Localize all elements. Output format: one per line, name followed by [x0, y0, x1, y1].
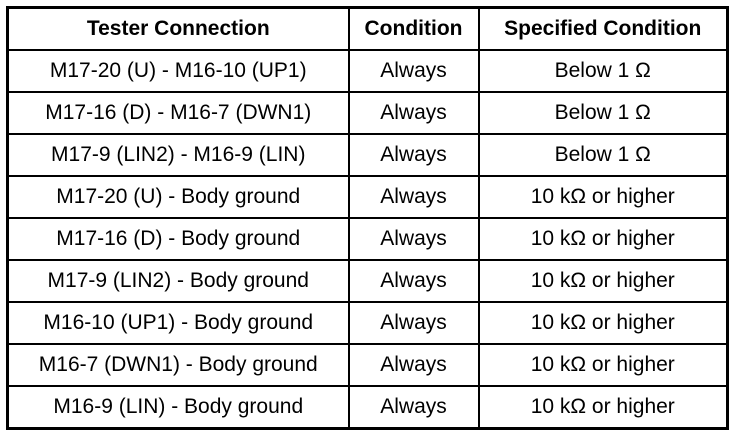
header-specified-condition: Specified Condition — [477, 6, 729, 51]
header-tester-connection: Tester Connection — [6, 6, 350, 51]
condition-cell: Always — [347, 217, 480, 261]
tester-connection-cell: M17-16 (D) - M16-7 (DWN1) — [6, 91, 350, 135]
table-row: M16-9 (LIN) - Body ground Always 10 kΩ or … — [6, 385, 729, 430]
table-row: M17-9 (LIN2) - M16-9 (LIN) Always Below 1 … — [6, 133, 729, 177]
specified-condition-cell: 10 kΩ or higher — [477, 175, 729, 219]
tester-connection-cell: M17-9 (LIN2) - M16-9 (LIN) — [6, 133, 350, 177]
table-row: M16-7 (DWN1) - Body ground Always 10 kΩ or… — [6, 343, 729, 387]
table-row: M17-20 (U) - Body ground Always 10 kΩ or h… — [6, 175, 729, 219]
tester-connection-cell: M16-10 (UP1) - Body ground — [6, 301, 350, 345]
tester-connection-cell: M16-9 (LIN) - Body ground — [6, 385, 350, 430]
specified-condition-cell: 10 kΩ or higher — [477, 301, 729, 345]
specified-condition-cell: Below 1 Ω — [477, 49, 729, 93]
tester-connection-cell: M16-7 (DWN1) - Body ground — [6, 343, 350, 387]
header-condition: Condition — [347, 6, 480, 51]
specified-condition-cell: 10 kΩ or higher — [477, 343, 729, 387]
tester-connection-cell: M17-9 (LIN2) - Body ground — [6, 259, 350, 303]
tester-connection-cell: M17-20 (U) - Body ground — [6, 175, 350, 219]
table-row: M16-10 (UP1) - Body ground Always 10 kΩ or… — [6, 301, 729, 345]
specification-table: Tester Connection Condition Specified Co… — [6, 6, 729, 430]
specified-condition-cell: Below 1 Ω — [477, 91, 729, 135]
specified-condition-cell: 10 kΩ or higher — [477, 385, 729, 430]
table-row: M17-20 (U) - M16-10 (UP1) Always Below 1 Ω — [6, 49, 729, 93]
specified-condition-cell: Below 1 Ω — [477, 133, 729, 177]
condition-cell: Always — [347, 343, 480, 387]
condition-cell: Always — [347, 301, 480, 345]
specified-condition-cell: 10 kΩ or higher — [477, 259, 729, 303]
condition-cell: Always — [347, 49, 480, 93]
tester-connection-cell: M17-16 (D) - Body ground — [6, 217, 350, 261]
table-body: M17-20 (U) - M16-10 (UP1) Always Below 1 Ω… — [6, 49, 729, 430]
specified-condition-cell: 10 kΩ or higher — [477, 217, 729, 261]
condition-cell: Always — [347, 133, 480, 177]
condition-cell: Always — [347, 175, 480, 219]
condition-cell: Always — [347, 259, 480, 303]
table-row: M17-9 (LIN2) - Body ground Always 10 kΩ or… — [6, 259, 729, 303]
condition-cell: Always — [347, 91, 480, 135]
table-row: M17-16 (D) - Body ground Always 10 kΩ or h… — [6, 217, 729, 261]
tester-connection-cell: M17-20 (U) - M16-10 (UP1) — [6, 49, 350, 93]
table-row: M17-16 (D) - M16-7 (DWN1) Always Below 1 Ω — [6, 91, 729, 135]
condition-cell: Always — [347, 385, 480, 430]
header-row: Tester Connection Condition Specified Co… — [6, 6, 729, 51]
